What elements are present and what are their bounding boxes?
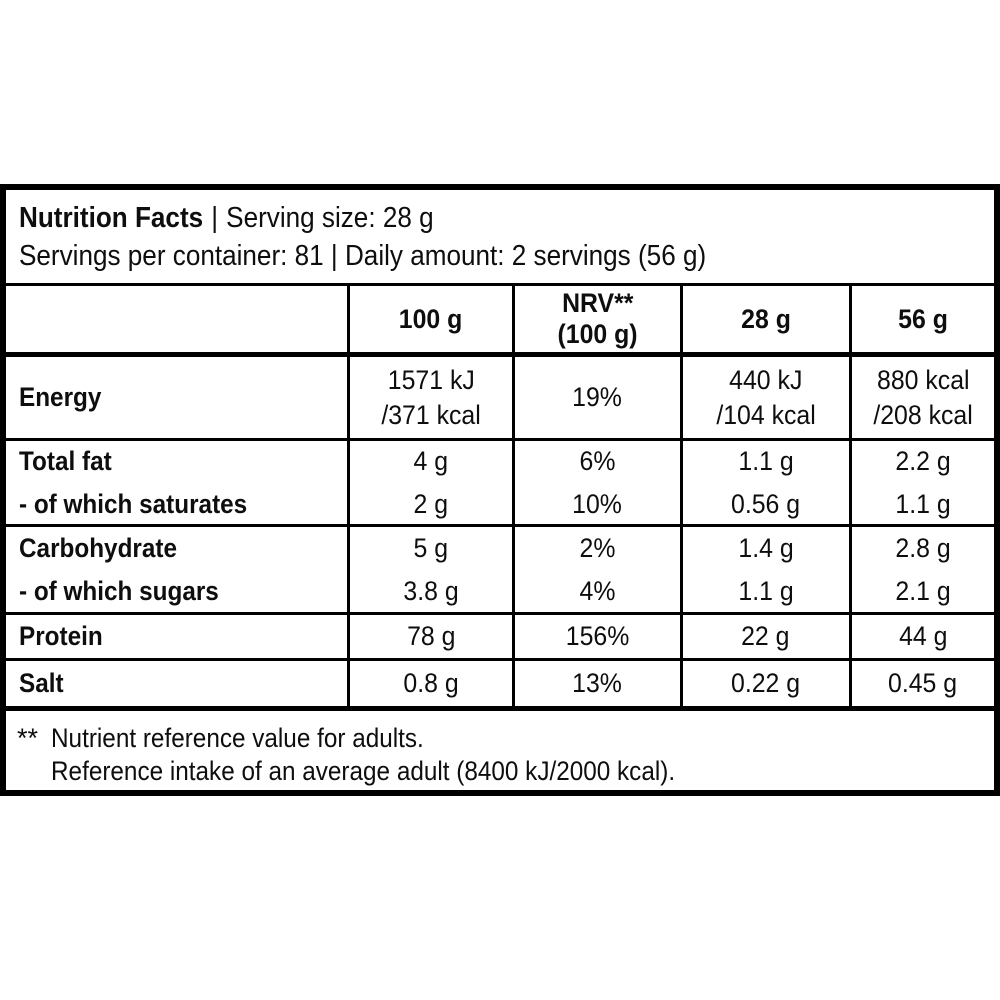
cell-salt-28g: 0.22 g bbox=[683, 661, 852, 706]
cell-carb-100g: 5 g 3.8 g bbox=[350, 527, 515, 612]
cell-energy-label: Energy bbox=[6, 357, 350, 438]
footnote-line-1: Nutrient reference value for adults. bbox=[51, 723, 424, 753]
cell-carb-labels: Carbohydrate - of which sugars bbox=[6, 527, 350, 612]
table-header-block: Nutrition Facts | Serving size: 28 g Servi… bbox=[6, 190, 994, 286]
cell-salt-nrv: 13% bbox=[515, 661, 683, 706]
row-carbohydrate-label: Carbohydrate bbox=[19, 532, 177, 563]
cell-salt-label: Salt bbox=[6, 661, 350, 706]
column-header-nrv: NRV** (100 g) bbox=[515, 286, 683, 352]
cell-fat-labels: Total fat - of which saturates bbox=[6, 441, 350, 524]
cell-energy-nrv: 19% bbox=[515, 357, 683, 438]
column-header-row: 100 g NRV** (100 g) 28 g 56 g bbox=[6, 286, 994, 357]
cell-fat-nrv: 6% 10% bbox=[515, 441, 683, 524]
cell-protein-label: Protein bbox=[6, 615, 350, 658]
table-title: Nutrition Facts bbox=[19, 202, 204, 234]
cell-salt-56g: 0.45 g bbox=[888, 668, 958, 698]
footnote-marker: ** bbox=[17, 723, 39, 753]
cell-protein-28g: 22 g bbox=[683, 615, 852, 658]
row-energy: Energy 1571 kJ/371 kcal 19% 440 kJ/104 k… bbox=[6, 357, 994, 441]
row-sugars-label: - of which sugars bbox=[19, 575, 219, 606]
servings-per-container: Servings per container: 81 | Daily amoun… bbox=[19, 240, 707, 272]
cell-fat-56g: 2.2 g 1.1 g bbox=[895, 445, 951, 519]
cell-carb-nrv: 2% 4% bbox=[515, 527, 683, 612]
cell-energy-56g: 880 kcal/208 kcal bbox=[873, 364, 973, 430]
row-group-carbohydrate: Carbohydrate - of which sugars 5 g 3.8 g … bbox=[6, 527, 994, 615]
row-protein: Protein 78 g 156% 22 g 44 g bbox=[6, 615, 994, 661]
cell-fat-28g: 1.1 g 0.56 g bbox=[683, 441, 852, 524]
cell-energy-28g: 440 kJ/104 kcal bbox=[683, 357, 852, 438]
cell-protein-100g: 78 g bbox=[350, 615, 515, 658]
cell-carb-56g: 2.8 g 2.1 g bbox=[895, 532, 951, 606]
column-header-nutrient bbox=[6, 286, 350, 352]
column-header-28g: 28 g bbox=[683, 286, 852, 352]
column-header-56g: 56 g bbox=[897, 303, 948, 334]
serving-size: Serving size: 28 g bbox=[226, 202, 434, 234]
title-separator: | bbox=[211, 202, 219, 234]
cell-salt-100g: 0.8 g bbox=[350, 661, 515, 706]
cell-protein-nrv: 156% bbox=[515, 615, 683, 658]
cell-energy-100g: 1571 kJ/371 kcal bbox=[350, 357, 515, 438]
cell-protein-56g: 44 g bbox=[898, 621, 947, 651]
footnote-line-2: Reference intake of an average adult (84… bbox=[51, 756, 676, 786]
row-saturates-label: - of which saturates bbox=[19, 488, 248, 519]
row-salt: Salt 0.8 g 13% 0.22 g 0.45 g bbox=[6, 661, 994, 711]
title-line-1: Nutrition Facts | Serving size: 28 g bbox=[19, 199, 897, 237]
row-total-fat-label: Total fat bbox=[19, 445, 112, 476]
footnote: ** Nutrient reference value for adults. … bbox=[6, 711, 994, 790]
cell-carb-28g: 1.4 g 1.1 g bbox=[683, 527, 852, 612]
column-header-100g: 100 g bbox=[350, 286, 515, 352]
nutrition-table: Nutrition Facts | Serving size: 28 g Servi… bbox=[0, 184, 1000, 796]
